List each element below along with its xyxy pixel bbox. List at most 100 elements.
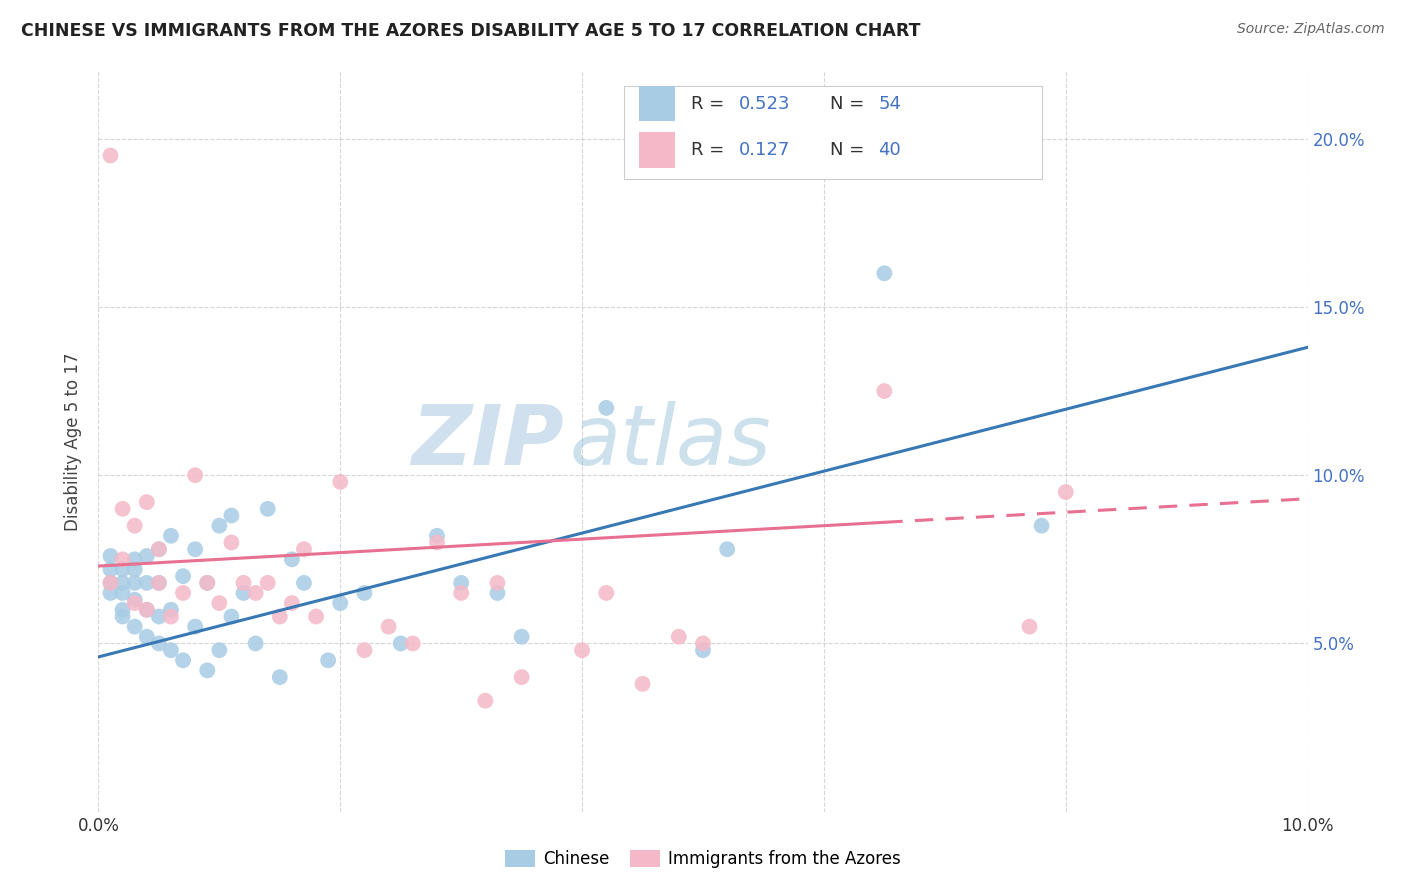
Point — [135, 575, 157, 590]
Point — [292, 542, 315, 557]
Point — [221, 609, 243, 624]
Point — [100, 148, 122, 162]
Point — [510, 670, 533, 684]
Point — [486, 586, 509, 600]
Point — [631, 677, 654, 691]
Point — [692, 636, 714, 650]
Point — [160, 529, 183, 543]
Point — [1031, 518, 1053, 533]
Point — [195, 575, 218, 590]
Text: CHINESE VS IMMIGRANTS FROM THE AZORES DISABILITY AGE 5 TO 17 CORRELATION CHART: CHINESE VS IMMIGRANTS FROM THE AZORES DI… — [21, 22, 921, 40]
Point — [292, 575, 315, 590]
Point — [571, 643, 593, 657]
Point — [716, 542, 738, 557]
Point — [184, 468, 207, 483]
Point — [124, 596, 146, 610]
Point — [148, 542, 170, 557]
Legend: Chinese, Immigrants from the Azores: Chinese, Immigrants from the Azores — [499, 843, 907, 875]
Point — [873, 266, 896, 280]
Point — [221, 508, 243, 523]
Text: N =: N = — [830, 141, 870, 159]
Bar — [638, 86, 675, 121]
Point — [232, 586, 254, 600]
Point — [873, 384, 896, 398]
Point — [111, 552, 134, 566]
Point — [208, 643, 231, 657]
Point — [124, 518, 146, 533]
Point — [245, 586, 267, 600]
Point — [208, 596, 231, 610]
Point — [148, 636, 170, 650]
Point — [124, 619, 146, 633]
Point — [377, 619, 399, 633]
Text: ZIP: ZIP — [412, 401, 564, 482]
Point — [221, 535, 243, 549]
Point — [135, 603, 157, 617]
Point — [135, 630, 157, 644]
Point — [124, 575, 146, 590]
Point — [184, 619, 207, 633]
Point — [111, 603, 134, 617]
Point — [269, 670, 291, 684]
Point — [100, 575, 122, 590]
Point — [595, 586, 617, 600]
Point — [510, 630, 533, 644]
Point — [160, 603, 183, 617]
Text: 54: 54 — [879, 95, 901, 112]
Point — [256, 501, 278, 516]
Point — [281, 596, 304, 610]
Point — [148, 575, 170, 590]
Point — [329, 596, 352, 610]
Point — [148, 575, 170, 590]
Point — [135, 495, 157, 509]
Point — [353, 643, 375, 657]
Point — [1018, 619, 1040, 633]
Point — [100, 586, 122, 600]
Point — [269, 609, 291, 624]
Point — [100, 549, 122, 563]
Bar — [638, 132, 675, 168]
Text: R =: R = — [690, 141, 730, 159]
Point — [281, 552, 304, 566]
Bar — [624, 87, 1042, 178]
Point — [111, 562, 134, 576]
Point — [135, 549, 157, 563]
Point — [160, 609, 183, 624]
Text: atlas: atlas — [569, 401, 772, 482]
Point — [474, 694, 496, 708]
Point — [124, 552, 146, 566]
Text: 0.523: 0.523 — [740, 95, 790, 112]
Point — [172, 569, 194, 583]
Point — [195, 664, 218, 678]
Point — [111, 586, 134, 600]
Text: Source: ZipAtlas.com: Source: ZipAtlas.com — [1237, 22, 1385, 37]
Point — [329, 475, 352, 489]
Point — [195, 575, 218, 590]
Point — [1054, 485, 1077, 500]
Point — [232, 575, 254, 590]
Point — [486, 575, 509, 590]
Point — [184, 542, 207, 557]
Point — [450, 586, 472, 600]
Point — [100, 575, 122, 590]
Text: N =: N = — [830, 95, 870, 112]
Point — [426, 529, 449, 543]
Point — [402, 636, 425, 650]
Point — [111, 575, 134, 590]
Point — [316, 653, 339, 667]
Point — [148, 542, 170, 557]
Point — [692, 643, 714, 657]
Point — [111, 609, 134, 624]
Point — [595, 401, 617, 415]
Point — [135, 603, 157, 617]
Point — [172, 653, 194, 667]
Point — [111, 501, 134, 516]
Point — [148, 609, 170, 624]
Point — [160, 643, 183, 657]
Point — [208, 518, 231, 533]
Y-axis label: Disability Age 5 to 17: Disability Age 5 to 17 — [65, 352, 83, 531]
Text: 0.127: 0.127 — [740, 141, 790, 159]
Point — [256, 575, 278, 590]
Point — [668, 630, 690, 644]
Point — [124, 592, 146, 607]
